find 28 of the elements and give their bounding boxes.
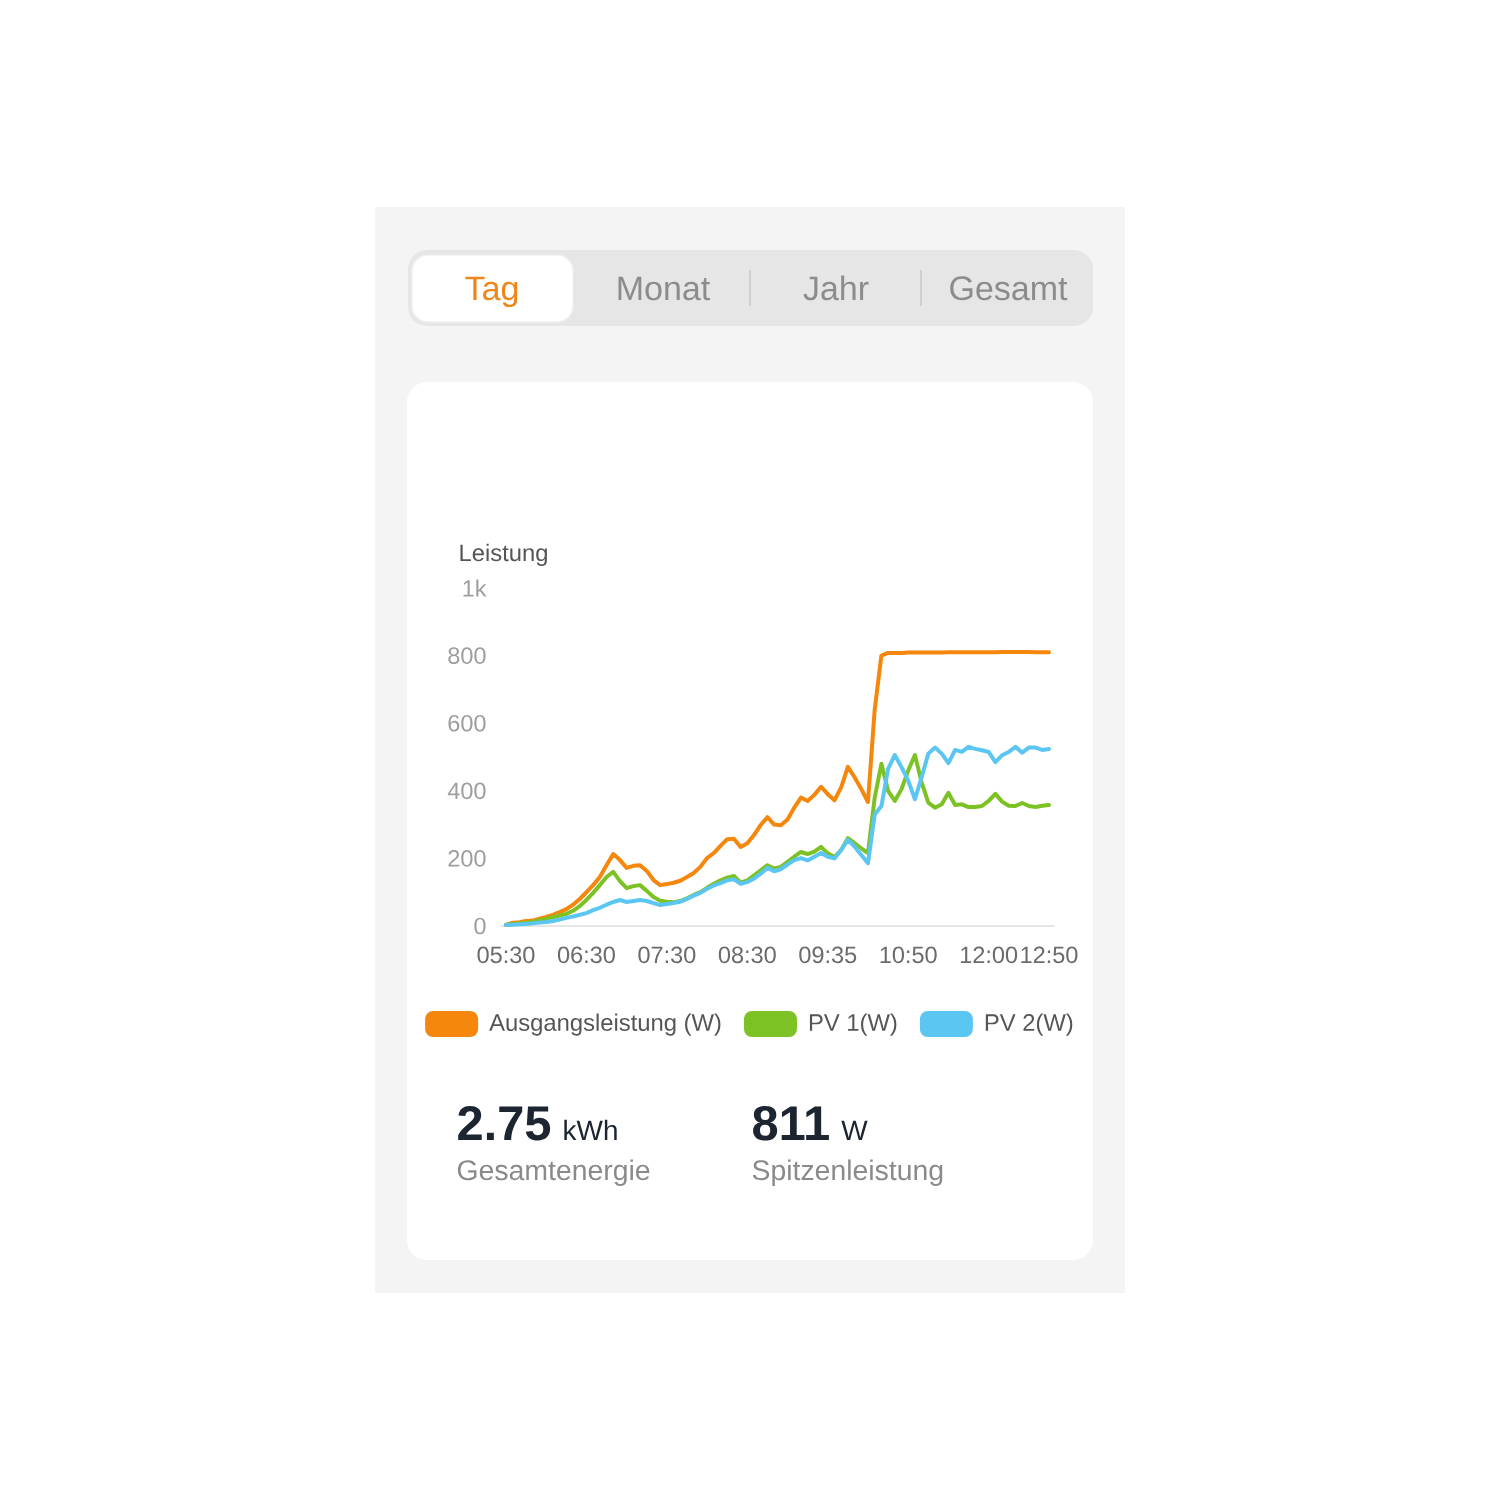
y-tick-label: 0 — [474, 917, 486, 935]
x-tick-label: 12:50 — [1021, 946, 1078, 964]
legend-label: Ausgangsleistung (W) — [489, 1013, 721, 1036]
x-tick-label: 05:30 — [477, 946, 535, 964]
text: Gesamt — [950, 276, 1068, 301]
x-tick-label: 12:00 — [961, 946, 1018, 964]
text: Tag — [465, 276, 518, 308]
x-tick-label: 08:30 — [718, 946, 776, 964]
text: Spitzenleistung — [752, 1159, 943, 1186]
y-axis-title: Leistung — [460, 543, 547, 566]
text: Monat — [618, 276, 711, 301]
y-tick-label: 400 — [447, 782, 486, 800]
y-tick-label: 1k — [463, 579, 487, 597]
text: kWh — [564, 1119, 617, 1141]
x-tick-label: 07:30 — [638, 946, 696, 964]
y-tick-label: 600 — [448, 714, 486, 732]
text: Gesamtenergie — [457, 1159, 650, 1186]
x-tick-label: 09:35 — [799, 946, 857, 964]
legend-label: PV 2(W) — [985, 1013, 1073, 1036]
y-tick-label: 200 — [448, 850, 486, 867]
text: 811 — [753, 1105, 829, 1141]
x-tick-label: 06:30 — [557, 946, 615, 964]
text: W — [841, 1120, 868, 1141]
y-tick-label: 800 — [448, 647, 486, 664]
legend-label: PV 1(W) — [809, 1013, 897, 1036]
x-tick-label: 10:50 — [880, 946, 937, 964]
text: 2.75 — [458, 1105, 551, 1141]
text: Jahr — [803, 275, 869, 301]
